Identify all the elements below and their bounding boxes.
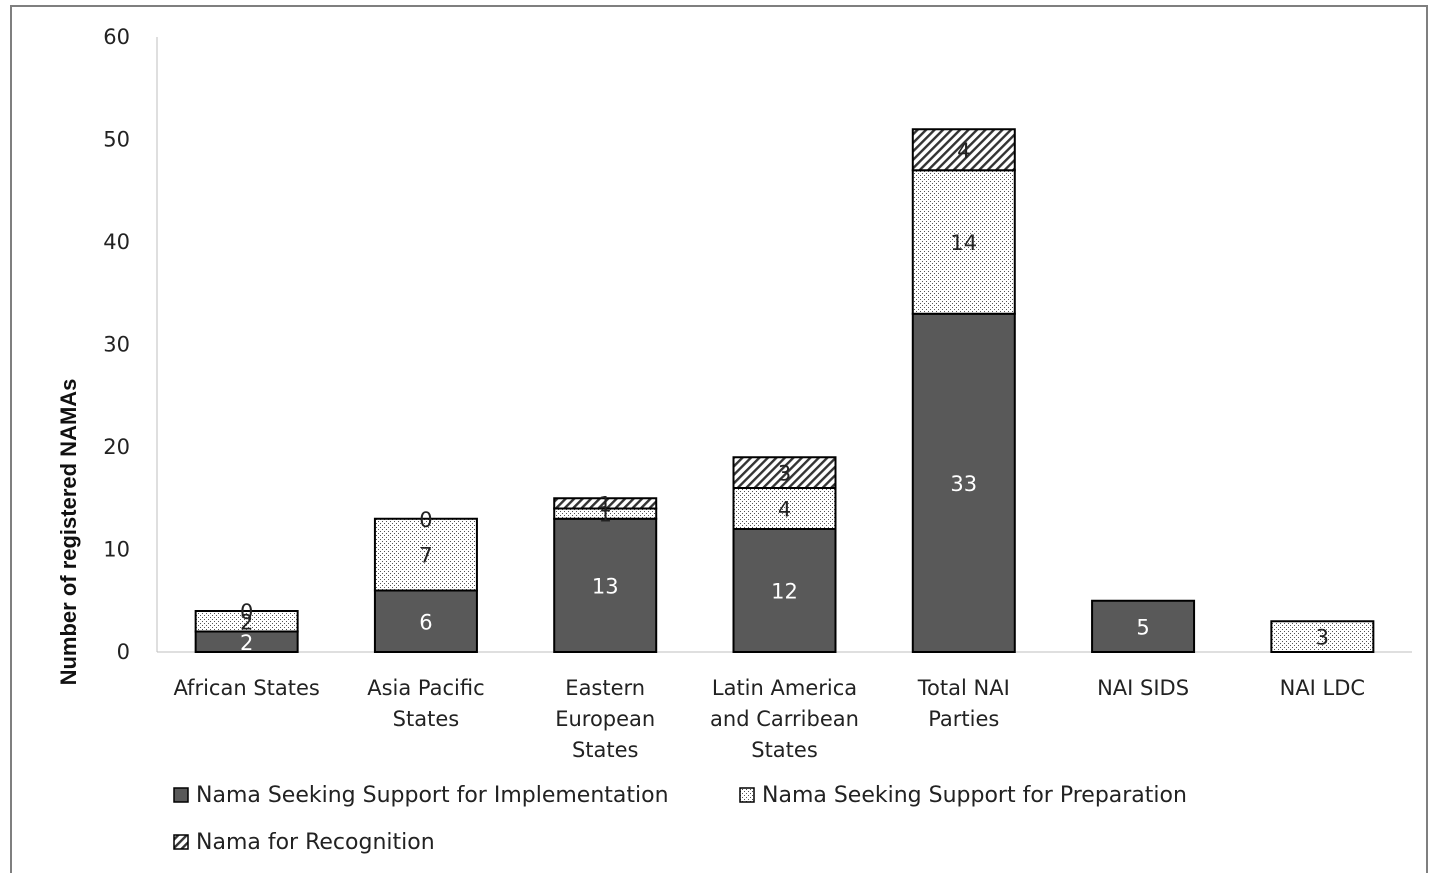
bar-segment — [732, 528, 837, 653]
bar-segment — [911, 169, 1016, 315]
data-label: 3 — [778, 462, 791, 486]
data-label: 14 — [950, 231, 977, 255]
data-label: 2 — [240, 610, 253, 634]
data-label: 5 — [1136, 615, 1149, 639]
data-label: 3 — [1316, 626, 1329, 650]
x-category-label-line: and Carribean — [710, 707, 859, 731]
x-category-label-line: States — [393, 707, 460, 731]
bar-segment — [1091, 599, 1196, 653]
x-category-label: Latin America and Carribean States — [710, 676, 859, 762]
x-category-label: African States — [173, 676, 319, 700]
y-tick-label: 30 — [103, 333, 130, 357]
data-label: 4 — [957, 139, 970, 163]
legend-swatch — [739, 787, 755, 803]
x-category-label: Asia Pacific States — [367, 676, 484, 731]
bar-segment — [1270, 620, 1375, 653]
legend-entry: Nama for Recognition — [196, 830, 435, 855]
bar-segment — [194, 610, 299, 633]
x-category-label-line: European — [555, 707, 655, 731]
x-category-label: NAI LDC — [1280, 676, 1365, 700]
bar-segment — [373, 589, 478, 653]
x-category-label-line: Total NAI — [917, 676, 1010, 700]
data-label: 4 — [778, 498, 791, 522]
y-axis-label: Number of registered NAMAs — [56, 379, 81, 686]
legend-swatch — [173, 787, 189, 803]
bar-segment — [911, 312, 1016, 653]
bar-segment — [911, 128, 1016, 172]
data-label: 1 — [599, 503, 612, 527]
data-label: 0 — [419, 508, 432, 532]
bars — [194, 128, 1375, 653]
x-category-label: NAI SIDS — [1097, 676, 1189, 700]
chart-frame: 0 10 20 30 40 50 60 African States Asia Pacific S… — [10, 5, 1428, 873]
y-tick-label: 10 — [103, 538, 130, 562]
x-category-label-line: African States — [173, 676, 319, 700]
y-tick-label: 60 — [103, 25, 130, 49]
data-label: 1 — [599, 492, 612, 516]
data-label: 13 — [592, 574, 619, 598]
x-category-label: Eastern European States — [555, 676, 655, 762]
x-category-label-line: Asia Pacific — [367, 676, 484, 700]
bar-segment — [732, 487, 837, 530]
x-category-label-line: NAI SIDS — [1097, 676, 1189, 700]
data-label: 7 — [419, 544, 432, 568]
legend-entry: Nama Seeking Support for Preparation — [762, 783, 1187, 808]
data-label: 2 — [240, 631, 253, 655]
x-category-label-line: Eastern — [565, 676, 645, 700]
x-category-label-line: Latin America — [712, 676, 857, 700]
x-category-label: Total NAI Parties — [917, 676, 1010, 731]
legend-entry: Nama Seeking Support for Implementation — [196, 783, 669, 808]
data-label: 0 — [240, 600, 253, 624]
bar-segment — [553, 517, 658, 653]
bar-segment — [553, 497, 658, 510]
legend-swatch — [173, 834, 189, 850]
x-category-label-line: NAI LDC — [1280, 676, 1365, 700]
y-tick-label: 50 — [103, 128, 130, 152]
x-category-label-line: States — [572, 738, 639, 762]
y-tick-label: 40 — [103, 230, 130, 254]
data-label: 12 — [771, 580, 798, 604]
legend: Nama Seeking Support for Implementation N… — [173, 783, 1187, 855]
data-label: 33 — [950, 472, 977, 496]
x-category-label-line: Parties — [928, 707, 999, 731]
y-tick-label: 0 — [117, 640, 130, 664]
data-label: 6 — [419, 610, 432, 634]
x-category-label-line: States — [751, 738, 818, 762]
y-tick-label: 20 — [103, 435, 130, 459]
bar-segment — [732, 456, 837, 489]
bar-segment — [373, 517, 478, 592]
